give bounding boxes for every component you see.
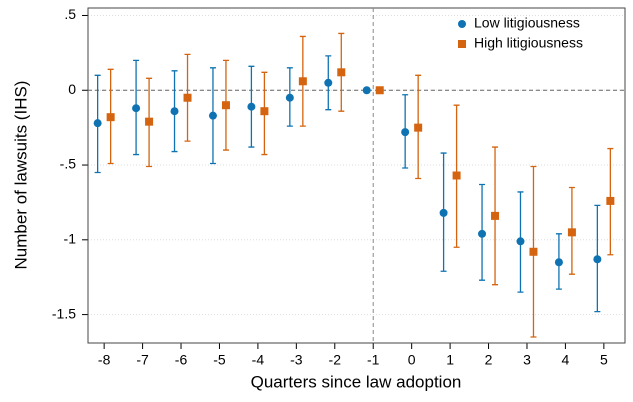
x-tick-label: 0 bbox=[408, 352, 416, 368]
x-tick-label: -5 bbox=[213, 352, 226, 368]
x-tick-label: -3 bbox=[290, 352, 303, 368]
point bbox=[208, 111, 217, 120]
x-tick-label: 2 bbox=[485, 352, 493, 368]
point bbox=[414, 123, 423, 132]
point bbox=[452, 171, 461, 180]
legend-marker bbox=[458, 40, 466, 48]
point bbox=[132, 104, 141, 113]
legend-label: Low litigiousness bbox=[474, 15, 580, 31]
y-tick-label: -1 bbox=[64, 231, 77, 247]
x-tick-label: 5 bbox=[600, 352, 608, 368]
x-axis-label: Quarters since law adoption bbox=[251, 372, 462, 391]
y-tick-label: -1.5 bbox=[52, 305, 76, 321]
point bbox=[170, 107, 179, 116]
plot-frame bbox=[87, 7, 626, 344]
point bbox=[145, 117, 154, 126]
legend-label: High litigiousness bbox=[474, 35, 583, 51]
point bbox=[593, 255, 602, 264]
point bbox=[529, 247, 538, 256]
point bbox=[106, 113, 115, 122]
point bbox=[324, 78, 333, 87]
y-tick-label: 0 bbox=[68, 81, 76, 97]
point bbox=[401, 128, 410, 137]
point bbox=[183, 93, 192, 102]
x-tick-label: -7 bbox=[136, 352, 149, 368]
point bbox=[93, 119, 102, 128]
x-tick-label: -8 bbox=[98, 352, 111, 368]
point bbox=[298, 77, 307, 86]
point bbox=[285, 93, 294, 102]
point bbox=[221, 101, 230, 110]
x-tick-label: -6 bbox=[175, 352, 188, 368]
point bbox=[554, 258, 563, 267]
x-tick-label: -4 bbox=[252, 352, 265, 368]
point bbox=[362, 86, 371, 95]
point bbox=[247, 102, 256, 111]
x-tick-label: 3 bbox=[523, 352, 531, 368]
x-tick-label: -1 bbox=[367, 352, 380, 368]
point bbox=[260, 107, 269, 116]
legend-marker bbox=[458, 20, 466, 28]
point bbox=[478, 229, 487, 238]
x-tick-label: -2 bbox=[329, 352, 342, 368]
y-tick-label: .5 bbox=[64, 6, 76, 22]
y-axis-label: Number of lawsuits (IHS) bbox=[11, 81, 30, 270]
point bbox=[439, 208, 448, 217]
x-tick-label: 1 bbox=[446, 352, 454, 368]
point bbox=[337, 68, 346, 77]
x-tick-label: 4 bbox=[562, 352, 570, 368]
point bbox=[516, 237, 525, 246]
point bbox=[491, 211, 500, 220]
point bbox=[567, 228, 576, 237]
point bbox=[375, 86, 384, 95]
y-tick-label: -.5 bbox=[60, 156, 77, 172]
point bbox=[606, 196, 615, 205]
